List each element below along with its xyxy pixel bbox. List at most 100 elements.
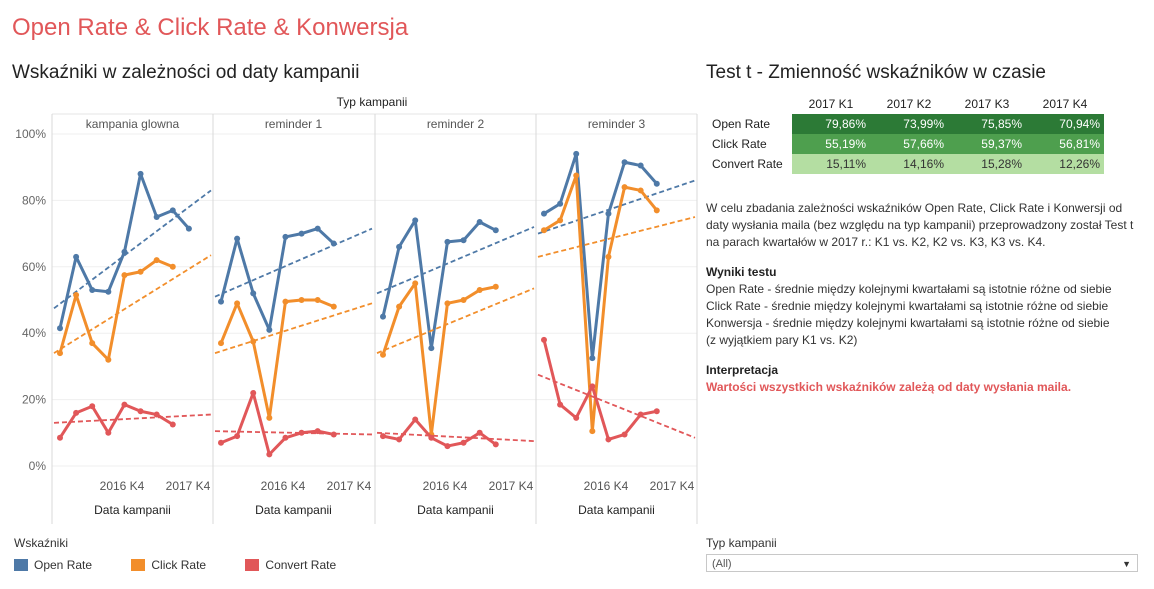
trend-line [53, 189, 212, 310]
panel-header: reminder 1 [265, 117, 323, 131]
data-point [541, 210, 547, 217]
data-point [266, 451, 273, 458]
data-point [73, 253, 80, 260]
data-point [169, 207, 176, 214]
data-point [444, 300, 451, 307]
data-point [476, 287, 483, 294]
legend: Wskaźniki Open Rate Click Rate Convert R… [14, 536, 372, 574]
data-point [396, 243, 403, 250]
data-point [428, 434, 435, 441]
series-line [219, 227, 335, 332]
panel-header: kampania glowna [86, 117, 180, 131]
trend-line [537, 216, 696, 258]
data-point [412, 416, 419, 423]
data-point [637, 187, 644, 194]
data-point [380, 433, 386, 440]
campaign-type-select[interactable]: (All) ▼ [706, 554, 1138, 572]
filter-label: Typ kampanii [706, 536, 777, 550]
ttest-cell: 15,11% [792, 154, 870, 174]
ttest-row-label: Click Rate [712, 137, 767, 151]
data-point [266, 414, 273, 421]
data-point [218, 439, 224, 446]
legend-swatch [245, 559, 260, 571]
series-line [58, 403, 174, 439]
ttest-cell: 70,94% [1026, 114, 1104, 134]
x-tick-label: 2017 K4 [650, 479, 695, 493]
data-point [541, 336, 547, 343]
ttest-corner [706, 94, 792, 114]
result-line: Konwersja - średnie między kolejnymi kwa… [706, 316, 1110, 330]
ttest-cell: 12,26% [1026, 154, 1104, 174]
ttest-row: Open Rate 79,86% 73,99% 75,85% 70,94% [706, 114, 1104, 134]
data-point [89, 403, 96, 410]
trend-line [376, 287, 535, 354]
data-point [460, 439, 467, 446]
ttest-cell: 73,99% [870, 114, 948, 134]
series-line [58, 258, 174, 362]
ttest-row-label: Convert Rate [712, 157, 783, 171]
trend-line [214, 302, 373, 354]
legend-item-convert-rate[interactable]: Convert Rate [245, 558, 336, 572]
legend-label: Open Rate [34, 558, 93, 572]
data-point [653, 180, 660, 187]
campaign-type-filter: Typ kampanii (All) ▼ [706, 536, 1138, 572]
data-point [573, 414, 580, 421]
data-point [57, 350, 63, 357]
ttest-cell: 14,16% [870, 154, 948, 174]
panel-header: reminder 3 [588, 117, 646, 131]
data-point [89, 340, 96, 347]
data-point [428, 345, 435, 352]
y-tick-label: 80% [22, 193, 46, 207]
data-point [234, 433, 241, 440]
data-point [460, 297, 467, 303]
x-tick-label: 2017 K4 [489, 479, 534, 493]
y-tick-label: 60% [22, 260, 46, 274]
x-axis-label: Data kampanii [578, 503, 655, 517]
data-point [137, 268, 144, 275]
y-tick-label: 20% [22, 393, 46, 407]
x-axis-label: Data kampanii [417, 503, 494, 517]
x-tick-label: 2016 K4 [423, 479, 468, 493]
interpretation-text: Wartości wszystkich wskaźników zależą od… [706, 380, 1072, 394]
data-point [605, 253, 612, 260]
ttest-row: Convert Rate 15,11% 14,16% 15,28% 12,26% [706, 154, 1104, 174]
data-point [573, 150, 580, 157]
data-point [557, 401, 564, 408]
legend-title: Wskaźniki [14, 536, 69, 550]
data-point [298, 429, 305, 436]
series-line [543, 152, 658, 360]
data-point [412, 280, 419, 287]
data-point [492, 441, 499, 448]
ttest-section-title: Test t - Zmienność wskaźników w czasie [706, 62, 1046, 83]
trend-line [376, 226, 535, 295]
results-heading: Wyniki testu [706, 265, 777, 279]
line-chart: Typ kampanii 100% 80% 60% 40% 20% 0% kampania g… [15, 95, 698, 524]
ttest-table: 2017 K1 2017 K2 2017 K3 2017 K4 Open Rat… [706, 94, 1104, 174]
data-point [557, 217, 564, 224]
legend-item-open-rate[interactable]: Open Rate [14, 558, 92, 572]
ttest-cell: 57,66% [870, 134, 948, 154]
chart-section-title: Wskaźniki w zależności od daty kampanii [12, 62, 360, 83]
ttest-row: Click Rate 55,19% 57,66% 59,37% 56,81% [706, 134, 1104, 154]
ttest-cell: 59,37% [948, 134, 1026, 154]
data-point [250, 338, 257, 345]
data-point [653, 408, 660, 415]
data-point [282, 434, 289, 441]
series-line [220, 391, 335, 456]
legend-item-click-rate[interactable]: Click Rate [131, 558, 206, 572]
ttest-cell: 75,85% [948, 114, 1026, 134]
data-point [282, 298, 289, 305]
data-point [298, 230, 305, 237]
y-tick-label: 40% [22, 326, 46, 340]
series-line [543, 174, 658, 433]
data-point [105, 429, 112, 436]
data-point [298, 297, 305, 303]
data-point [153, 214, 160, 220]
data-point [444, 238, 451, 245]
data-point [492, 283, 499, 290]
y-tick-label: 0% [29, 459, 47, 473]
trend-line [537, 179, 696, 235]
data-point [234, 300, 241, 307]
legend-swatch [14, 559, 28, 571]
data-point [282, 233, 289, 240]
